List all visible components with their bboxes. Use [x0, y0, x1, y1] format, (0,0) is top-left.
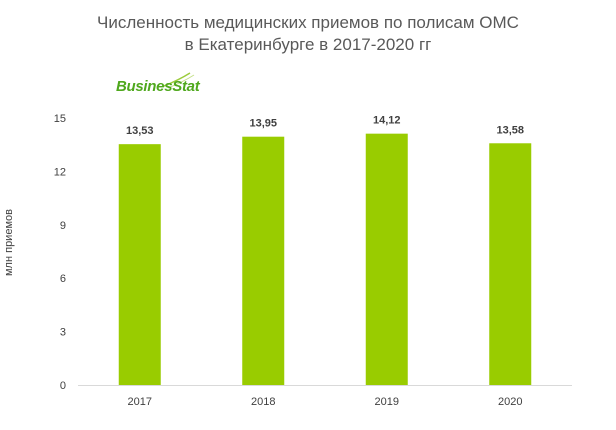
x-tick-label-2018: 2018	[251, 396, 275, 408]
y-tick-label: 9	[60, 220, 66, 232]
y-tick-label: 6	[60, 273, 66, 285]
bar-2018	[242, 136, 285, 385]
logo-text: BusinesStat	[116, 78, 200, 95]
y-tick-label: 12	[54, 166, 66, 178]
y-tick-label: 0	[60, 380, 66, 392]
bar-2020	[489, 143, 532, 385]
value-label-2017: 13,53	[126, 125, 154, 137]
x-tick-label-2019: 2019	[375, 396, 399, 408]
chart-title-line-2: в Екатеринбурге в 2017-2020 гг	[184, 35, 432, 54]
chart-title-line-1: Численность медицинских приемов по полис…	[97, 13, 519, 32]
value-label-2018: 13,95	[249, 118, 277, 130]
x-tick-label-2020: 2020	[498, 396, 522, 408]
y-tick-label: 15	[54, 113, 66, 125]
logo-swoosh-icon	[163, 72, 195, 89]
value-label-2019: 14,12	[373, 115, 401, 127]
bar-2017	[118, 144, 161, 385]
x-tick-label-2017: 2017	[128, 396, 152, 408]
value-label-2020: 13,58	[496, 124, 524, 136]
chart-title: Численность медицинских приемов по полис…	[0, 12, 616, 56]
y-tick-label: 3	[60, 327, 66, 339]
businesstat-logo: BusinesStat	[116, 72, 206, 98]
bar-2019	[365, 133, 408, 385]
